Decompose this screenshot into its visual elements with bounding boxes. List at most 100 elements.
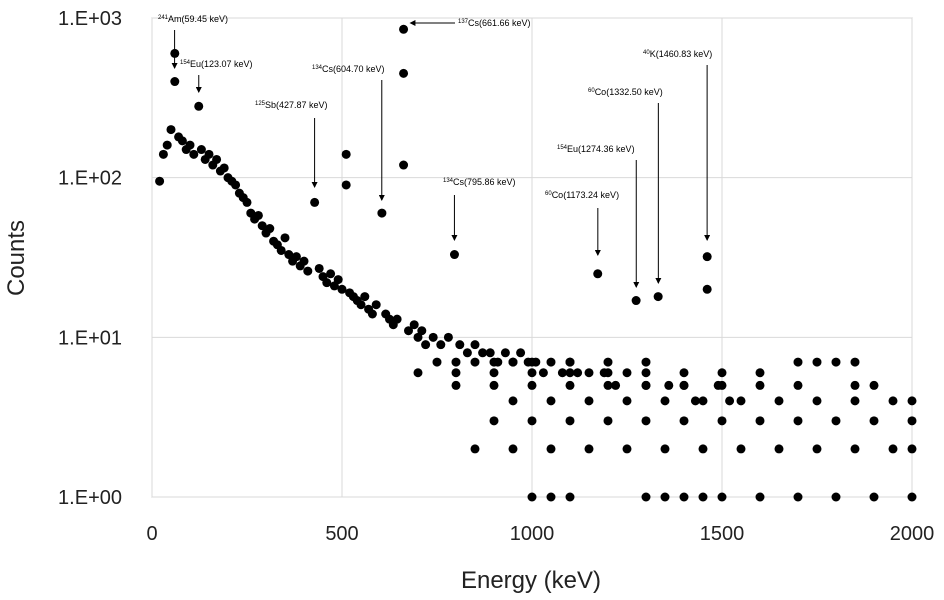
- annotation-text: Co(1332.50 keV): [595, 87, 663, 97]
- data-point: [470, 357, 480, 367]
- data-point: [573, 368, 583, 378]
- data-point: [622, 444, 632, 454]
- data-point: [219, 163, 229, 173]
- data-point: [603, 368, 613, 378]
- data-point: [641, 368, 651, 378]
- data-point: [611, 380, 621, 390]
- data-point: [717, 368, 727, 378]
- data-point: [527, 357, 537, 367]
- data-point: [850, 444, 860, 454]
- data-point: [660, 444, 670, 454]
- data-point: [812, 444, 822, 454]
- data-point: [508, 357, 518, 367]
- data-point: [204, 149, 214, 159]
- data-point: [276, 245, 286, 255]
- data-point: [869, 492, 879, 502]
- data-point: [284, 250, 294, 260]
- data-point: [622, 396, 632, 406]
- data-point: [641, 357, 651, 367]
- annotation-text: Am(59.45 keV): [168, 14, 228, 24]
- data-point: [155, 176, 165, 186]
- y-tick-label: 1.E+00: [58, 487, 122, 509]
- y-tick-label: 1.E+03: [58, 8, 122, 30]
- data-point: [436, 340, 446, 350]
- annotation-label: 60Co(1173.24 keV): [545, 190, 619, 200]
- data-point: [413, 368, 423, 378]
- data-point: [565, 492, 575, 502]
- data-point: [489, 416, 499, 426]
- data-point: [565, 380, 575, 390]
- data-point: [546, 444, 556, 454]
- data-point: [831, 416, 841, 426]
- data-point: [725, 396, 735, 406]
- annotation-label: 60Co(1332.50 keV): [588, 87, 663, 97]
- data-point: [421, 340, 431, 350]
- data-point: [603, 357, 613, 367]
- data-point: [196, 145, 206, 155]
- data-point: [698, 444, 708, 454]
- x-tick-label: 1500: [700, 523, 745, 545]
- data-point: [546, 492, 556, 502]
- data-point: [299, 256, 309, 266]
- data-point: [755, 492, 765, 502]
- data-point: [417, 326, 427, 336]
- data-point: [702, 252, 712, 262]
- data-point: [660, 492, 670, 502]
- data-point: [470, 444, 480, 454]
- points: [155, 24, 917, 502]
- data-point: [679, 416, 689, 426]
- data-point: [449, 250, 459, 260]
- data-point: [736, 396, 746, 406]
- data-point: [527, 492, 537, 502]
- data-point: [242, 197, 252, 207]
- data-point: [584, 396, 594, 406]
- annotation-mass: 134: [312, 65, 323, 71]
- annotation-text: Eu(1274.36 keV): [567, 144, 635, 154]
- data-point: [310, 197, 320, 207]
- data-point: [303, 266, 313, 276]
- data-point: [736, 444, 746, 454]
- data-point: [869, 380, 879, 390]
- annotation-text: Cs(661.66 keV): [468, 18, 531, 28]
- data-point: [631, 296, 641, 306]
- data-point: [322, 278, 332, 288]
- data-point: [177, 136, 187, 146]
- data-point: [508, 444, 518, 454]
- data-point: [755, 416, 765, 426]
- data-point: [404, 326, 413, 336]
- data-point: [527, 380, 537, 390]
- annotation-mass: 137: [458, 19, 469, 25]
- data-point: [360, 292, 370, 302]
- x-tick-label: 500: [325, 523, 358, 545]
- data-point: [371, 300, 381, 310]
- y-axis-title: Counts: [3, 220, 30, 296]
- data-point: [888, 396, 898, 406]
- data-point: [831, 357, 841, 367]
- data-point: [717, 380, 727, 390]
- data-point: [717, 416, 727, 426]
- data-point: [679, 492, 689, 502]
- data-point: [698, 492, 708, 502]
- data-point: [253, 210, 263, 220]
- data-point: [888, 444, 898, 454]
- data-point: [850, 357, 860, 367]
- data-point: [690, 396, 700, 406]
- data-point: [603, 416, 613, 426]
- annotation-label: 134Cs(604.70 keV): [312, 64, 385, 74]
- data-point: [500, 348, 510, 358]
- x-tick-label: 0: [146, 523, 157, 545]
- data-point: [653, 292, 663, 302]
- data-point: [641, 492, 651, 502]
- data-point: [451, 380, 461, 390]
- data-point: [546, 357, 556, 367]
- x-tick-label: 2000: [890, 523, 935, 545]
- data-point: [462, 348, 472, 358]
- data-point: [641, 380, 651, 390]
- data-point: [337, 284, 347, 294]
- x-axis-title: Energy (keV): [461, 567, 601, 594]
- data-point: [793, 357, 803, 367]
- data-point: [158, 149, 168, 159]
- data-point: [850, 380, 860, 390]
- data-point: [485, 348, 495, 358]
